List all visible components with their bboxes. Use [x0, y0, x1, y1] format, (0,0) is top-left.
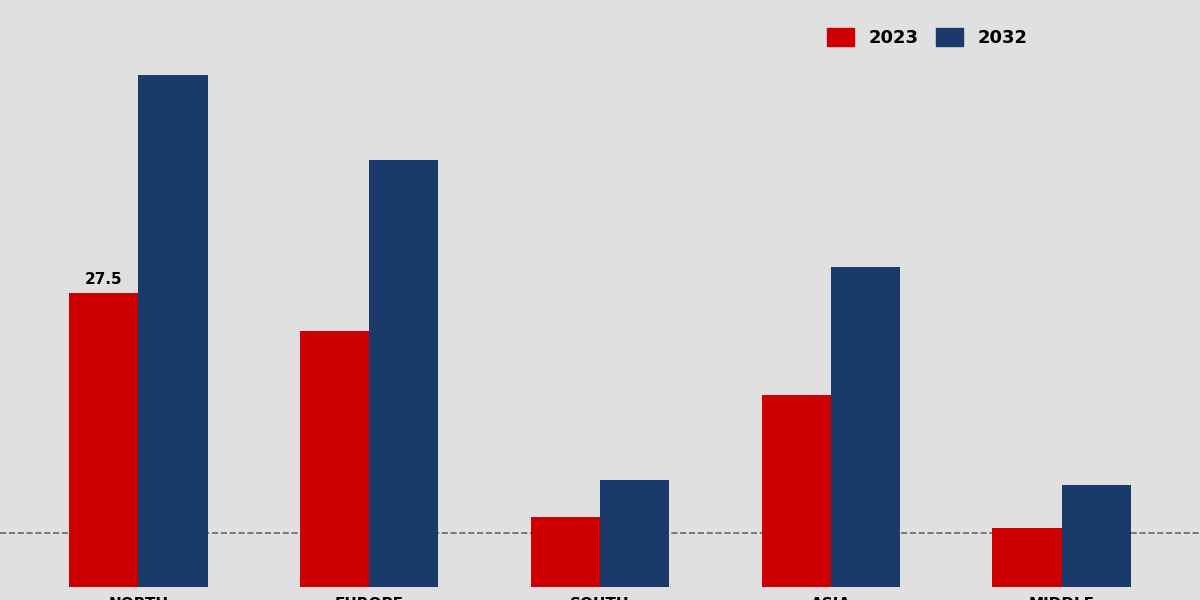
Text: 27.5: 27.5 — [85, 272, 122, 287]
Bar — [300, 331, 370, 587]
Legend: 2023, 2032: 2023, 2032 — [820, 21, 1034, 55]
Bar — [1062, 485, 1130, 587]
Bar — [830, 267, 900, 587]
Bar — [600, 480, 670, 587]
Bar — [70, 293, 138, 587]
Bar — [370, 160, 438, 587]
Bar — [992, 528, 1062, 587]
Bar — [138, 74, 208, 587]
Bar — [762, 395, 830, 587]
Bar — [530, 517, 600, 587]
